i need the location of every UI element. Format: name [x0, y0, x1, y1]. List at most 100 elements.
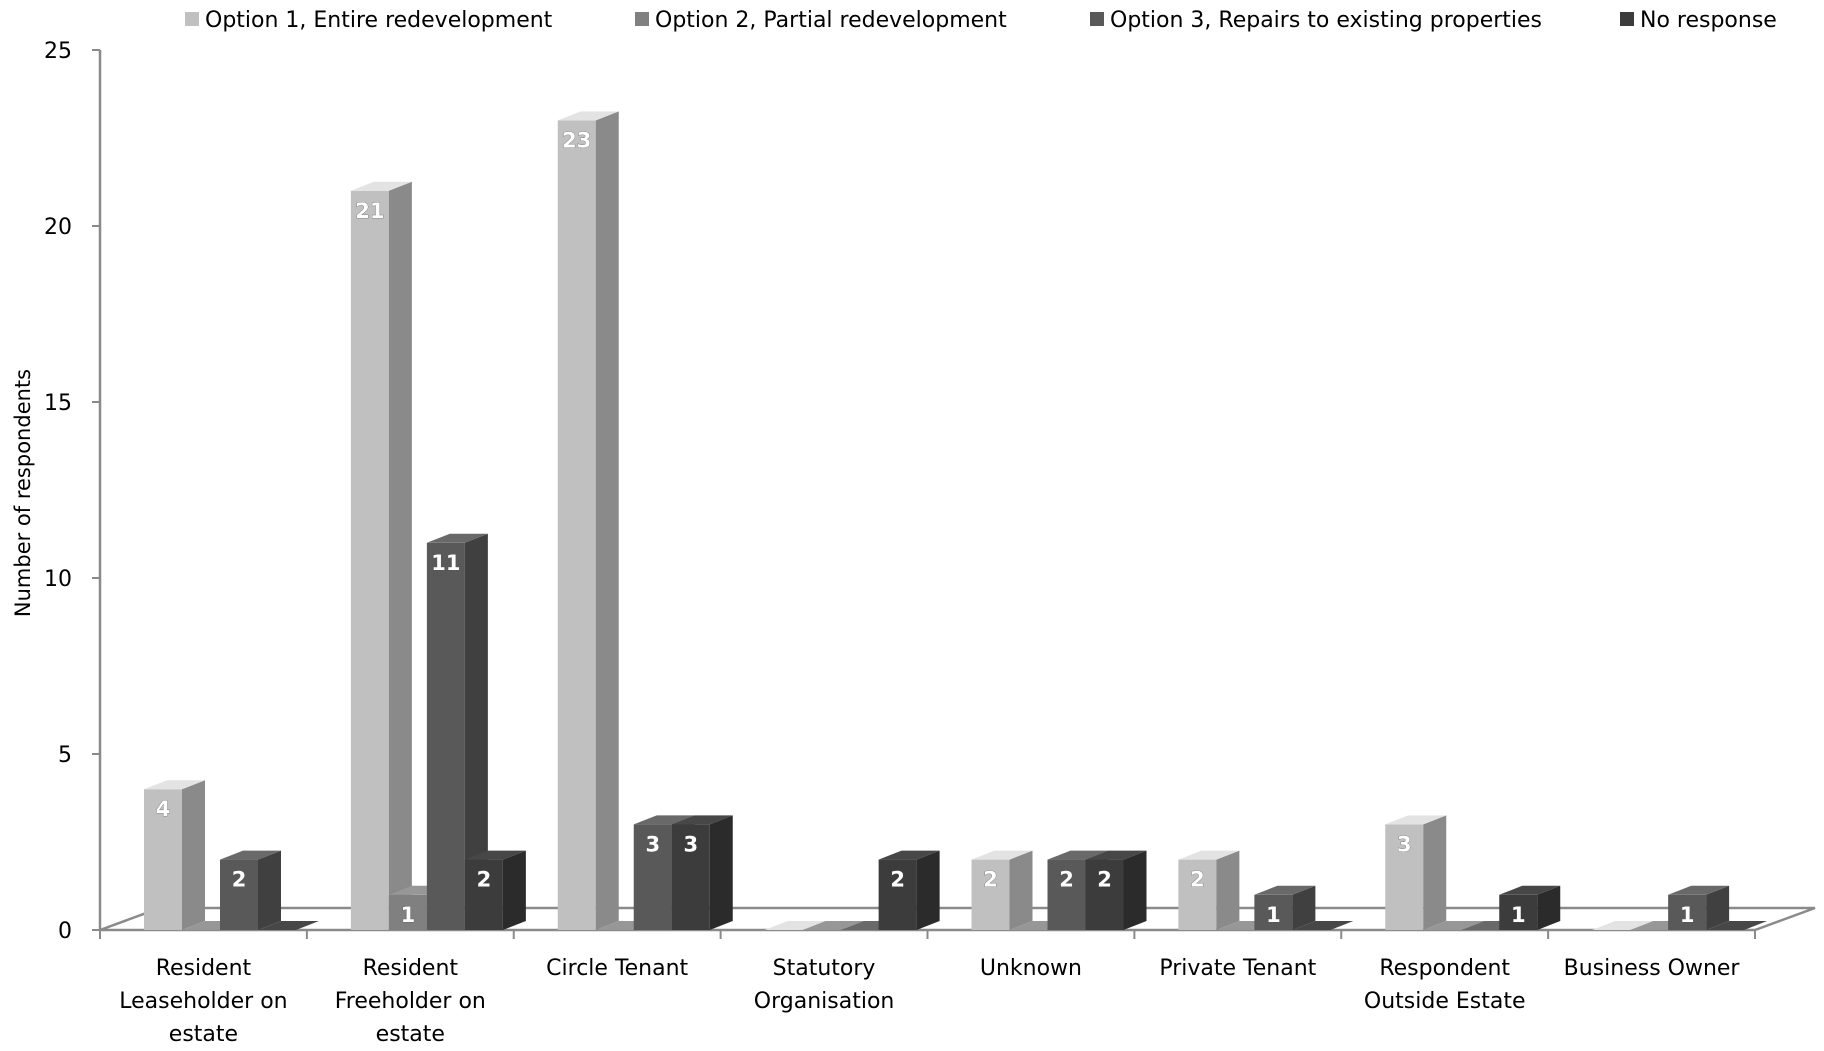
bar-top — [878, 850, 940, 860]
bar-top — [1047, 850, 1109, 860]
bars — [144, 111, 1768, 931]
bar-front — [878, 859, 917, 930]
x-axis: Resident Leaseholder on estate Resident Free… — [99, 930, 1756, 1047]
data-label: 11 — [431, 551, 460, 575]
bar — [464, 850, 526, 930]
bar-side — [502, 850, 526, 930]
y-axis: 0 5 10 15 20 25 — [44, 39, 102, 944]
bar — [220, 850, 281, 930]
bar-side — [388, 181, 412, 931]
bar — [671, 815, 733, 930]
bar — [764, 921, 826, 930]
data-label: 4 — [156, 797, 171, 821]
bar-front — [1254, 894, 1293, 930]
y-tick-label: 0 — [58, 919, 72, 944]
bar — [1668, 885, 1730, 930]
bar-front — [557, 120, 596, 930]
bar-side — [1009, 850, 1033, 930]
data-label: 1 — [401, 903, 416, 927]
legend: Option 1, Entire redevelopment Option 2, … — [185, 8, 1777, 33]
legend-swatch — [1620, 12, 1634, 26]
x-category-label: Business Owner — [1564, 956, 1741, 981]
data-label: 2 — [232, 868, 247, 892]
data-label: 3 — [645, 832, 660, 856]
bar-top — [1292, 921, 1354, 930]
bar-side — [1537, 885, 1561, 930]
bar-top — [258, 921, 319, 930]
bar-side — [1123, 850, 1147, 930]
bar-top — [764, 921, 826, 930]
legend-item: Option 1, Entire redevelopment — [185, 8, 553, 33]
bar — [802, 921, 864, 930]
legend-swatch — [185, 12, 199, 26]
legend-label: Option 3, Repairs to existing properties — [1110, 8, 1542, 33]
bar-top — [1254, 885, 1316, 895]
y-tick-label: 5 — [58, 743, 72, 768]
bar-front — [633, 824, 672, 930]
bar-side — [464, 533, 488, 930]
bar-top — [144, 780, 205, 790]
bar-top — [1085, 850, 1147, 860]
bar — [1592, 921, 1654, 930]
x-category-label: Unknown — [980, 956, 1082, 981]
bar-top — [971, 850, 1033, 860]
data-label: 2 — [1190, 868, 1205, 892]
bar-front — [971, 859, 1010, 930]
x-category-label: Resident Leaseholder on estate — [119, 956, 287, 1047]
bar — [258, 921, 319, 930]
data-label: 3 — [1397, 832, 1412, 856]
x-category-label: Resident Freeholder on estate — [335, 956, 486, 1047]
legend-swatch — [1090, 12, 1104, 26]
legend-label: Option 2, Partial redevelopment — [655, 8, 1007, 33]
bar-top — [350, 181, 412, 191]
bar-front — [671, 824, 710, 930]
bar-side — [182, 780, 205, 930]
bar-front — [1085, 859, 1124, 930]
bar-front — [1047, 859, 1086, 930]
bar-side — [916, 850, 940, 930]
y-tick-label: 25 — [44, 39, 72, 64]
bar — [878, 850, 940, 930]
bar-front — [350, 190, 389, 931]
data-label: 2 — [890, 868, 905, 892]
bar-side — [595, 111, 619, 930]
bar — [1706, 921, 1768, 930]
bar — [1085, 850, 1147, 930]
legend-swatch — [635, 12, 649, 26]
legend-item: No response — [1620, 8, 1777, 33]
bar-top — [426, 533, 488, 543]
bar-front — [220, 859, 258, 930]
bar — [144, 780, 205, 930]
bar-front — [1385, 824, 1424, 930]
bar — [1292, 921, 1354, 930]
y-axis-title: Number of respondents — [11, 369, 35, 617]
bar — [1385, 815, 1447, 930]
bar-front — [388, 894, 427, 930]
bar-top — [802, 921, 864, 930]
bar-side — [1292, 885, 1316, 930]
bar — [557, 111, 619, 930]
bar-front — [464, 859, 503, 930]
bar-top — [557, 111, 619, 121]
data-label: 1 — [1680, 903, 1695, 927]
data-label: 1 — [1511, 903, 1526, 927]
bar-side — [1216, 850, 1240, 930]
data-label: 2 — [1097, 868, 1112, 892]
data-label: 2 — [477, 868, 492, 892]
x-category-label: Private Tenant — [1159, 956, 1316, 981]
bar-top — [1668, 885, 1730, 895]
bar — [1499, 885, 1561, 930]
legend-item: Option 3, Repairs to existing properties — [1090, 8, 1542, 33]
y-tick-label: 15 — [44, 391, 72, 416]
bar — [426, 533, 488, 930]
legend-label: Option 1, Entire redevelopment — [205, 8, 553, 33]
bar-top — [1178, 850, 1240, 860]
bar-top — [1592, 921, 1654, 930]
x-category-label: Respondent Outside Estate — [1364, 956, 1526, 1014]
data-label: 23 — [562, 128, 591, 152]
bar-side — [258, 850, 281, 930]
bar-front — [1178, 859, 1217, 930]
bar-front — [1668, 894, 1707, 930]
